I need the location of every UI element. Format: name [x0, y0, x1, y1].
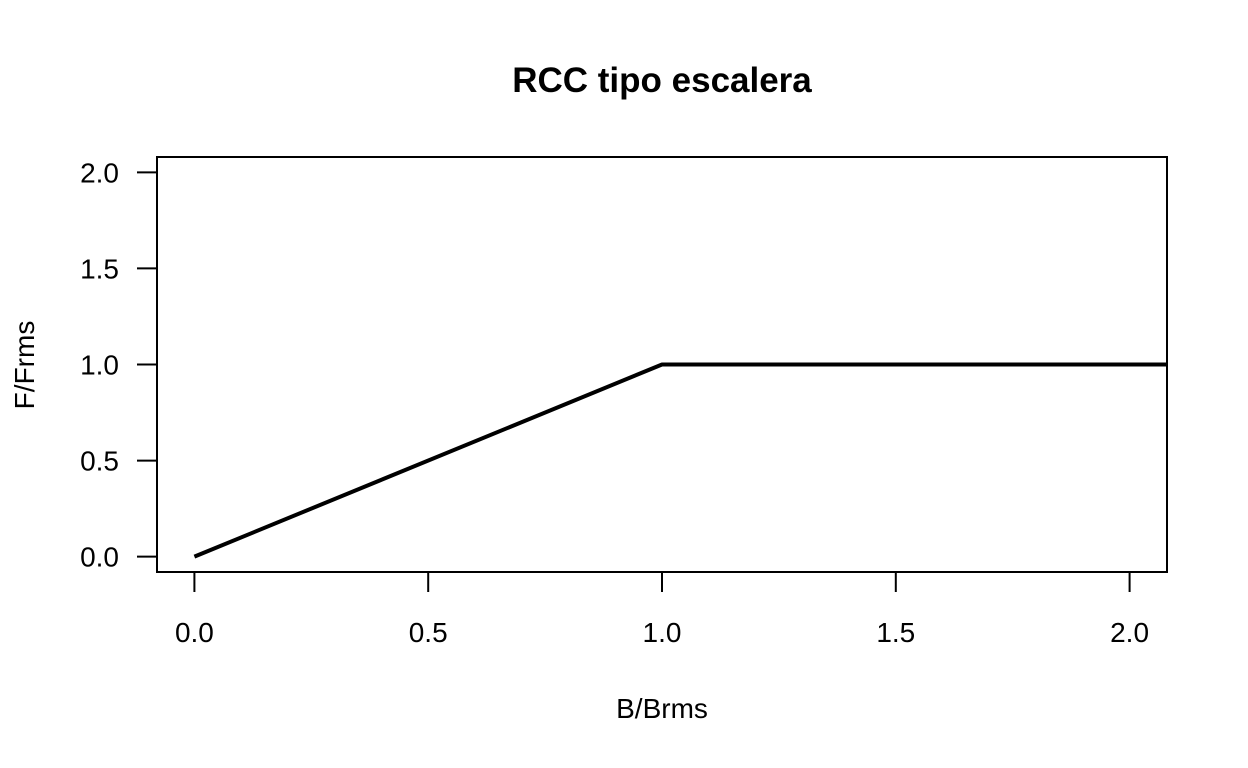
series-layer	[193, 362, 1167, 559]
series-line-0	[193, 362, 1167, 559]
x-tick-label: 2.0	[1110, 617, 1149, 648]
y-axis: 0.0 0.5 1.0 1.5 2.0	[80, 157, 157, 573]
y-axis-label: F/Frms	[9, 321, 40, 410]
x-tick-label: 0.0	[175, 617, 214, 648]
x-tick-label: 1.5	[876, 617, 915, 648]
x-axis-label: B/Brms	[616, 693, 708, 724]
y-tick-label: 1.0	[80, 350, 119, 381]
y-tick-label: 2.0	[80, 157, 119, 188]
y-tick-label: 0.0	[80, 542, 119, 573]
chart-title: RCC tipo escalera	[512, 61, 812, 100]
x-axis: 0.0 0.5 1.0 1.5 2.0	[175, 572, 1149, 648]
y-tick-label: 1.5	[80, 253, 119, 284]
y-tick-label: 0.5	[80, 446, 119, 477]
x-tick-label: 0.5	[409, 617, 448, 648]
x-tick-label: 1.0	[643, 617, 682, 648]
